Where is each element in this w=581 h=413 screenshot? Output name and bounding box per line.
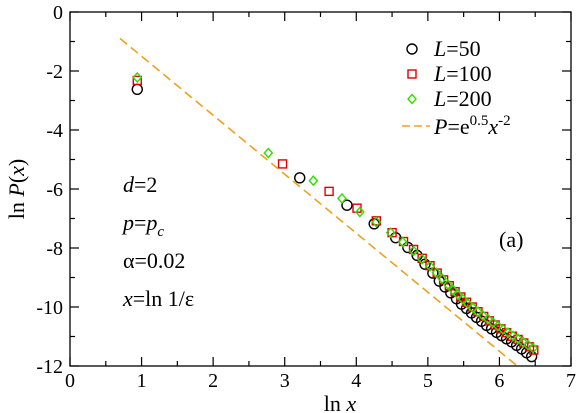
data-point-diamond-19 [473,306,483,318]
data-point-diamond-25 [503,327,513,339]
ticks-layer: 0 1 2 3 4 5 6 7 0 -2 -4 -6 -8 -10 -12 [36,2,576,392]
data-point-diamond-28 [518,336,528,348]
y-tick-label: 0 [53,2,63,24]
data-point-diamond-22 [488,317,498,329]
x-tick-label: 5 [423,370,433,392]
y-tick-label: -2 [46,61,63,83]
legend-label: L=50 [433,36,481,61]
annotation-d: d=2 [123,172,157,197]
legend-item-2: L=200 [407,86,492,111]
data-point-diamond-2 [308,175,319,187]
y-tick-label: -6 [46,179,63,201]
data-point-diamond-7 [397,236,408,248]
data-point-diamond-18 [468,302,478,314]
x-tick-label: 2 [208,370,218,392]
data-point-diamond-27 [513,333,523,345]
x-tick-label: 7 [566,370,576,392]
panel-label: (a) [499,227,523,252]
data-point-diamond-16 [457,293,468,305]
data-point-diamond-8 [408,245,419,257]
data-point-square-5 [387,227,397,238]
data-point-diamond-17 [463,298,473,310]
annotations: d=2 p=pc α=0.02 x=ln 1/ε [121,172,194,311]
data-point-diamond-5 [371,216,382,228]
data-point-circle-7 [419,258,431,270]
legend-label: L=100 [433,61,492,86]
data-point-diamond-11 [431,267,442,279]
data-point-circle-2 [341,199,353,211]
legend-item-0: L=50 [406,36,481,61]
y-tick-label: -8 [46,238,63,260]
data-point-circle-1 [294,172,306,184]
data-point-diamond-14 [447,284,458,296]
y-axis-label: ln P(x) [4,159,29,220]
data-point-square-0 [132,75,142,86]
data-point-diamond-26 [508,330,518,342]
data-point-diamond-3 [337,192,347,204]
x-axis-label: ln x [324,391,357,413]
legend-marker-square [407,69,417,79]
legend-marker-diamond [407,93,417,105]
fit-line [119,37,519,366]
data-point-circle-0 [131,83,143,95]
x-tick-label: 1 [137,370,147,392]
data-layer [119,37,539,366]
data-point-diamond-10 [425,260,435,272]
data-point-diamond-30 [528,342,539,354]
data-point-diamond-13 [442,279,453,291]
data-point-diamond-9 [417,253,428,265]
legend-label: L=200 [433,86,492,111]
y-tick-label: -4 [46,120,63,142]
annotation-x: x=ln 1/ε [122,286,194,311]
y-tick-label: -10 [36,297,63,319]
annotation-alpha: α=0.02 [123,248,185,273]
legend-marker-circle [406,43,418,55]
data-point-diamond-0 [132,71,143,84]
series-2 [132,71,539,354]
x-tick-label: 6 [494,370,504,392]
data-point-diamond-1 [263,147,274,159]
legend-item-3: P=e0.5x-2 [402,113,511,139]
data-point-diamond-29 [523,339,533,351]
data-point-diamond-12 [437,273,448,285]
data-point-diamond-20 [478,310,488,322]
annotation-p: p=pc [121,210,164,240]
legend-item-1: L=100 [407,61,492,86]
data-point-diamond-6 [385,227,396,239]
data-point-diamond-24 [498,323,508,335]
x-tick-label: 0 [65,370,75,392]
data-point-diamond-15 [452,289,463,301]
x-tick-label: 4 [351,370,361,392]
x-tick-label: 3 [280,370,290,392]
legend-label: P=e0.5x-2 [433,113,511,139]
data-point-diamond-4 [354,206,365,218]
data-point-diamond-21 [483,313,493,325]
y-tick-label: -12 [36,356,63,378]
data-point-diamond-23 [493,320,503,332]
data-point-square-1 [277,159,288,169]
data-point-square-2 [324,186,334,197]
